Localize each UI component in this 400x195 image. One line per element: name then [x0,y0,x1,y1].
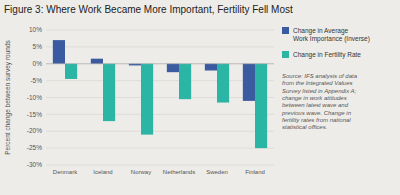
x-tick-label: Netherlands [163,169,195,175]
bar [65,64,77,79]
bar [255,64,267,148]
annotation: Source: IFS analysis of datafrom the Int… [281,73,358,130]
title: Figure 3: Where Work Became More Importa… [4,4,293,15]
x-tick-label: Denmark [53,169,78,175]
x-tick-label: Finland [245,169,265,175]
legend-entry: Change in AverageWork Importance (Invers… [293,27,370,43]
bar [179,64,191,99]
grid-line [46,30,274,31]
legend-entry: Change in Fertility Rate [293,51,361,59]
y-tick-label: -5% [30,77,42,84]
y-tick-label: 10% [29,26,42,33]
y-tick-label: -30% [27,161,42,168]
zero-line [46,63,274,64]
grid-line [46,131,274,132]
bar [243,64,255,101]
bar [53,40,65,64]
y-tick-label: -15% [27,111,42,118]
bar [141,64,153,135]
x-tick-label: Norway [131,169,151,175]
y-tick-label: 0% [33,60,43,67]
y-tick-label: -20% [27,127,42,134]
grid-line [46,63,274,64]
y-tick-label: 5% [33,43,43,50]
y-axis-label: Percent change between survey rounds [4,39,12,154]
bar [217,64,229,103]
background [0,0,400,195]
grid-line [46,80,274,81]
chart: Figure 3: Where Work Became More Importa… [0,0,400,195]
bar [205,64,217,71]
grid-line [46,114,274,115]
bar [167,64,179,72]
legend-swatch [282,27,289,34]
y-tick-label: -25% [27,144,42,151]
x-tick-label: Iceland [93,169,112,175]
grid-line [46,148,274,149]
bar [103,64,115,121]
grid-line [46,165,274,166]
y-tick-label: -10% [27,94,42,101]
x-tick-label: Sweden [206,169,228,175]
legend-swatch [282,51,289,58]
bar [91,59,103,64]
grid-line [46,46,274,47]
grid-line [46,97,274,98]
bars [53,40,267,148]
